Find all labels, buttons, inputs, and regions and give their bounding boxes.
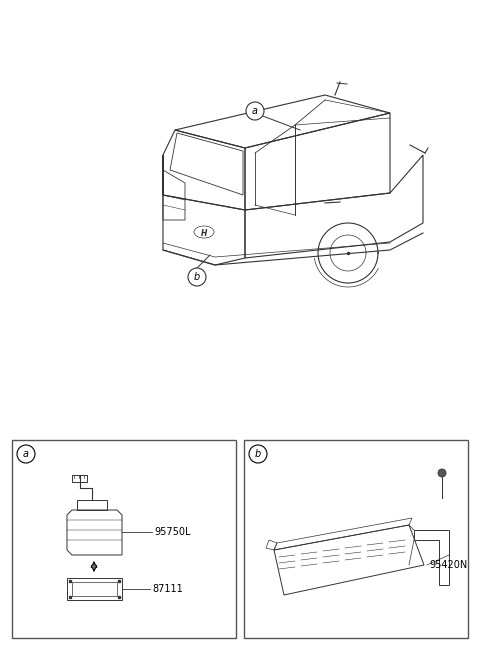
- Bar: [12, 440, 236, 638]
- Text: b: b: [194, 272, 200, 282]
- Text: b: b: [255, 449, 261, 459]
- Bar: [67, 578, 122, 600]
- Text: 87111: 87111: [152, 584, 183, 594]
- Circle shape: [246, 102, 264, 120]
- Bar: [72, 582, 117, 596]
- Text: H: H: [201, 229, 207, 238]
- Text: a: a: [252, 106, 258, 116]
- Text: a: a: [23, 449, 29, 459]
- Text: 95750L: 95750L: [154, 527, 191, 537]
- Circle shape: [188, 268, 206, 286]
- Circle shape: [17, 445, 35, 463]
- Text: 95420N: 95420N: [429, 560, 467, 570]
- Bar: [244, 440, 468, 638]
- Circle shape: [438, 469, 446, 477]
- Circle shape: [249, 445, 267, 463]
